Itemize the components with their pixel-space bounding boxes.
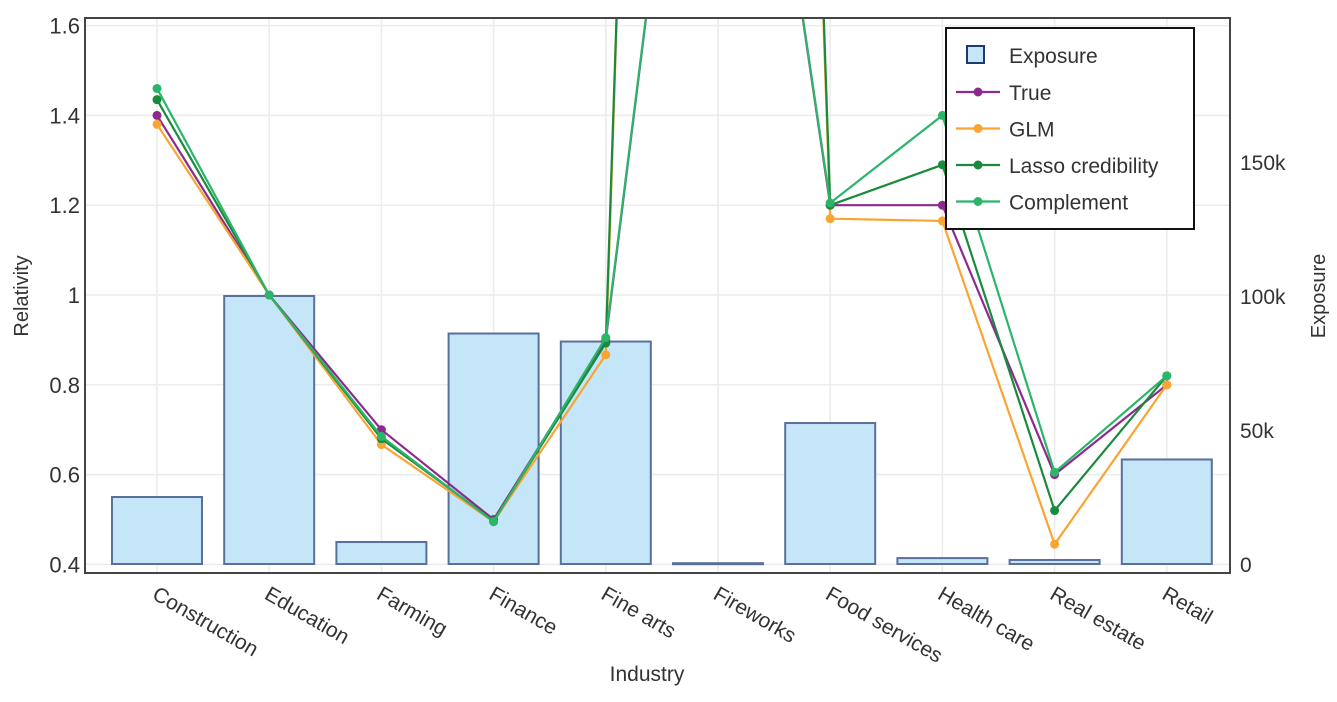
exposure-bar xyxy=(335,541,428,565)
exposure-bar xyxy=(896,557,989,566)
data-point xyxy=(152,119,162,129)
x-tick-label: Education xyxy=(261,582,353,649)
y-axis-title: Relativity xyxy=(11,255,33,336)
x-tick-label: Farming xyxy=(373,582,451,640)
legend-marker xyxy=(973,87,983,97)
x-tick-label: Retail xyxy=(1158,582,1216,629)
legend-label: GLM xyxy=(1009,119,1055,142)
data-point xyxy=(937,200,947,210)
exposure-bar xyxy=(447,332,540,565)
data-point xyxy=(152,95,162,105)
y2-axis-title: Exposure xyxy=(1308,254,1330,339)
y-tick-label: 0.8 xyxy=(49,373,80,398)
legend-marker xyxy=(973,160,983,170)
series-complement xyxy=(152,19,1172,527)
legend-label: True xyxy=(1009,82,1051,105)
x-tick-label: Construction xyxy=(149,582,263,661)
data-point xyxy=(1050,539,1060,549)
exposure-bar xyxy=(559,340,652,565)
series-line xyxy=(156,19,1168,547)
legend-marker xyxy=(973,197,983,206)
x-tick-label: Finance xyxy=(485,582,561,639)
plot-frame xyxy=(84,17,1231,574)
data-point xyxy=(825,198,835,208)
y-tick-label: 1.6 xyxy=(49,14,80,39)
data-point xyxy=(937,110,947,120)
legend-marker xyxy=(973,124,983,133)
y2-tick-label: 0 xyxy=(1240,554,1252,577)
exposure-bar xyxy=(672,562,764,566)
legend-swatch-exposure xyxy=(966,45,985,64)
y-axis-ticks: 0.4 0.6 0.8 1 1.2 1.4 1.6 xyxy=(49,14,80,578)
x-tick-label: Fireworks xyxy=(710,582,800,647)
y-tick-label: 0.4 xyxy=(49,552,80,577)
legend-label: Exposure xyxy=(1009,45,1098,68)
legend-label: Lasso credibility xyxy=(1009,155,1159,178)
data-point xyxy=(1162,380,1172,390)
data-point xyxy=(937,216,947,226)
data-point xyxy=(937,160,947,170)
y2-axis-ticks: 0 50k 100k 150k xyxy=(1240,152,1286,577)
y-tick-label: 1 xyxy=(68,283,80,308)
data-point xyxy=(1162,371,1172,381)
data-point xyxy=(1050,467,1060,477)
y2-tick-label: 50k xyxy=(1240,420,1274,443)
data-point xyxy=(601,350,611,360)
y-tick-label: 1.2 xyxy=(49,193,80,218)
y-tick-label: 1.4 xyxy=(49,103,80,128)
data-point xyxy=(601,333,611,343)
x-tick-label: Health care xyxy=(934,582,1039,656)
exposure-bar xyxy=(1008,558,1101,565)
x-tick-label: Fine arts xyxy=(597,582,679,643)
data-point xyxy=(825,214,835,224)
x-tick-label: Food services xyxy=(822,582,947,667)
data-point xyxy=(376,431,386,441)
exposure-bar xyxy=(223,295,316,565)
legend: Exposure True GLM Lasso credibility Compleme… xyxy=(945,27,1195,230)
exposure-bar xyxy=(1120,458,1213,566)
data-point xyxy=(264,290,274,300)
relativity-lines xyxy=(152,19,1172,549)
series-line xyxy=(156,19,1168,524)
y2-tick-label: 150k xyxy=(1240,152,1286,175)
y2-tick-label: 100k xyxy=(1240,286,1286,309)
data-point xyxy=(1050,506,1060,516)
legend-label: Complement xyxy=(1009,192,1128,215)
data-point xyxy=(489,517,499,527)
data-point xyxy=(152,83,162,93)
exposure-bar xyxy=(784,422,877,566)
x-tick-label: Real estate xyxy=(1046,582,1150,655)
exposure-bar xyxy=(111,496,203,565)
y-tick-label: 0.6 xyxy=(49,463,80,488)
x-axis-title: Industry xyxy=(610,663,685,686)
data-point xyxy=(152,110,162,120)
